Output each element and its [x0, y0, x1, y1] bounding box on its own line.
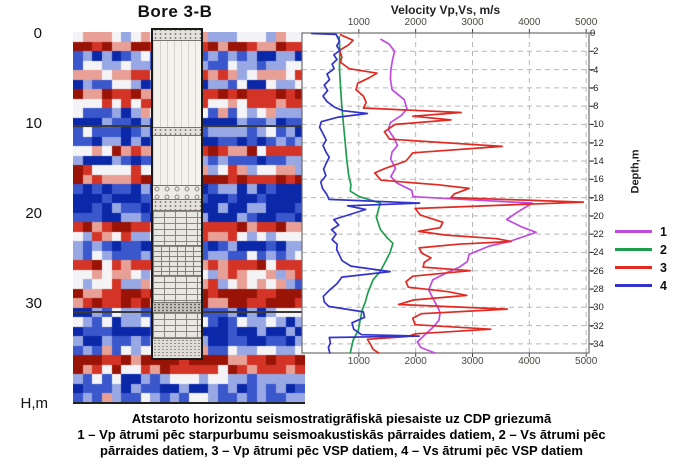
legend-item: 3 — [615, 260, 683, 275]
legend-label: 1 — [660, 224, 667, 239]
x-tick-label-top: 1000 — [347, 17, 370, 28]
x-tick-label-bottom: 1000 — [347, 356, 370, 367]
series-line-3 — [338, 33, 585, 354]
y-tick-label: -2 — [590, 46, 599, 58]
x-tick-label-bottom: 2000 — [404, 356, 427, 367]
y-tick-label: -22 — [590, 229, 604, 241]
x-tick-label-top: 2000 — [404, 17, 427, 28]
series-line-1 — [380, 38, 537, 354]
lithology-layer — [153, 198, 201, 210]
y-tick-label: -32 — [590, 320, 604, 332]
lithology-layer — [153, 39, 201, 127]
x-tick-label-bottom: 5000 — [575, 356, 598, 367]
legend-swatch — [615, 266, 652, 269]
y-tick-label: -28 — [590, 284, 604, 295]
y-tick-label: -12 — [590, 137, 604, 149]
legend-label: 3 — [660, 260, 667, 275]
lithology-layer — [153, 126, 201, 135]
figure-caption: Atstaroto horizontu seismostratigrāfiskā… — [0, 411, 683, 459]
lithology-layer — [153, 312, 201, 339]
chart-legend: 1 2 3 4 — [615, 224, 683, 298]
y-tick-label: -6 — [590, 82, 599, 94]
lithology-layer — [153, 275, 201, 303]
legend-swatch — [615, 284, 652, 287]
borehole-column — [151, 28, 203, 360]
y-tick-label: -16 — [590, 174, 604, 186]
y-tick-label: -14 — [590, 156, 604, 167]
lithology-layer — [153, 302, 201, 313]
caption-line-2: 1 – Vp ātrumi pēc starpurbumu seismoakus… — [77, 427, 606, 442]
y-tick-label: 0 — [590, 28, 596, 39]
legend-item: 4 — [615, 278, 683, 293]
depth-units-label: H,m — [20, 395, 49, 412]
lithology-layer — [153, 338, 201, 358]
legend-label: 4 — [660, 278, 667, 293]
x-tick-label-top: 3000 — [461, 17, 484, 28]
x-tick-label-bottom: 3000 — [461, 356, 484, 367]
y-tick-label: -20 — [590, 210, 604, 222]
seismic-baseline — [73, 402, 305, 404]
caption-line-1: Atstaroto horizontu seismostratigrāfiskā… — [131, 411, 552, 426]
y-tick-label: -26 — [590, 265, 604, 277]
bore-title: Bore 3-B — [137, 2, 213, 21]
lithology-layer — [153, 244, 201, 276]
bore-depth-tick-label: 0 — [33, 25, 42, 42]
bore-depth-tick-label: 30 — [25, 295, 42, 312]
y-tick-label: -30 — [590, 302, 604, 314]
y-tick-label: -10 — [590, 119, 604, 131]
lithology-layer — [153, 134, 201, 186]
chart-title: Velocity Vp,Vs, m/s — [390, 3, 501, 17]
lithology-layer — [153, 30, 201, 40]
caption-line-3: pārraides datiem, 3 – Vp ātrumi pēc VSP … — [100, 443, 583, 458]
legend-swatch — [615, 248, 652, 251]
series-line-4 — [310, 32, 421, 354]
legend-item: 1 — [615, 224, 683, 239]
bore-depth-tick-label: 10 — [25, 115, 42, 132]
legend-swatch — [615, 230, 652, 233]
x-tick-label-bottom: 4000 — [518, 356, 541, 367]
y-tick-label: -24 — [590, 247, 604, 259]
x-tick-label-top: 4000 — [518, 17, 541, 28]
lithology-layer — [153, 185, 201, 199]
legend-label: 2 — [660, 242, 667, 257]
y-tick-label: -4 — [590, 64, 599, 76]
plot-background — [302, 33, 589, 353]
y-tick-label: -18 — [590, 192, 604, 204]
y-tick-label: -8 — [590, 101, 599, 113]
plot-border — [301, 32, 590, 354]
bore-depth-tick-label: 20 — [25, 205, 42, 222]
y-tick-label: -34 — [590, 338, 604, 350]
depth-axis-title: Depth,m — [629, 149, 642, 194]
lithology-layer — [153, 209, 201, 245]
legend-item: 2 — [615, 242, 683, 257]
x-tick-label-top: 5000 — [575, 17, 598, 28]
velocity-chart-plot — [301, 29, 594, 357]
